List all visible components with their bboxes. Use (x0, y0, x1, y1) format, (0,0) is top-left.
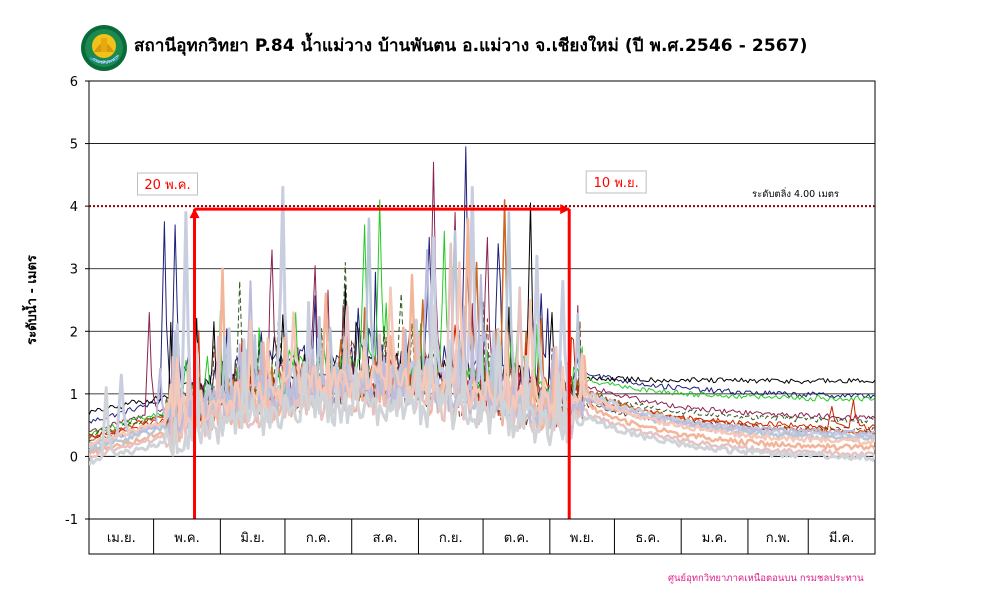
y-tick-label: 0 (70, 450, 78, 465)
month-label: ก.ย. (439, 531, 463, 546)
department-logo: กรมชลประทาน (81, 25, 127, 71)
month-label: มี.ค. (829, 530, 855, 546)
month-label: ก.ค. (306, 531, 331, 546)
flood-start-box (137, 172, 199, 196)
critical-level: ระดับตลิ่ง 4.00 เมตร (89, 187, 875, 208)
source-credit: ศูนย์อุทกวิทยาภาคเหนือตอนบน กรมชลประทาน (668, 573, 864, 584)
month-label: มิ.ย. (240, 531, 264, 546)
flood-window: 20 พ.ค. 10 พ.ย. (137, 170, 647, 519)
critical-level-label: ระดับตลิ่ง 4.00 เมตร (752, 187, 839, 200)
month-label: ส.ค. (373, 531, 398, 546)
month-label: พ.ค. (174, 531, 200, 546)
month-strip (88, 518, 876, 555)
month-label: ก.พ. (766, 531, 791, 546)
flood-end-label: 10 พ.ย. (594, 176, 639, 191)
y-tick-label: 6 (70, 75, 78, 90)
month-label: พ.ย. (570, 531, 594, 546)
y-tick-label: 2 (70, 325, 78, 340)
y-tick-label: 4 (70, 200, 78, 215)
flood-end-box (585, 170, 647, 194)
month-label: เม.ย. (107, 531, 136, 546)
month-label: ธ.ค. (635, 531, 660, 546)
month-label: ม.ค. (702, 531, 728, 546)
flood-start-arrow (189, 208, 200, 219)
series-line (89, 261, 875, 447)
month-label: ต.ค. (504, 531, 529, 546)
flood-end-arrow (560, 204, 571, 215)
y-tick-label: 5 (70, 138, 78, 153)
series-group (89, 146, 875, 466)
y-tick-label: -1 (65, 513, 78, 528)
y-axis-label: ระดับน้ำ - เมตร (21, 255, 40, 345)
x-axis-months: เม.ย. พ.ค. มิ.ย. ก.ค. ส.ค. ก.ย. ต.ค. พ.ย. ธ.ค. ม.… (88, 518, 876, 555)
y-tick-label: 3 (70, 263, 78, 278)
y-tick-label: 1 (70, 388, 78, 403)
y-axis: -1 0 1 2 3 4 5 6 (65, 75, 89, 528)
series-line (89, 304, 875, 466)
flood-start-label: 20 พ.ค. (144, 178, 190, 193)
chart-title: สถานีอุทกวิทยา P.84 น้ำแม่วาง บ้านพันตน … (134, 36, 808, 56)
